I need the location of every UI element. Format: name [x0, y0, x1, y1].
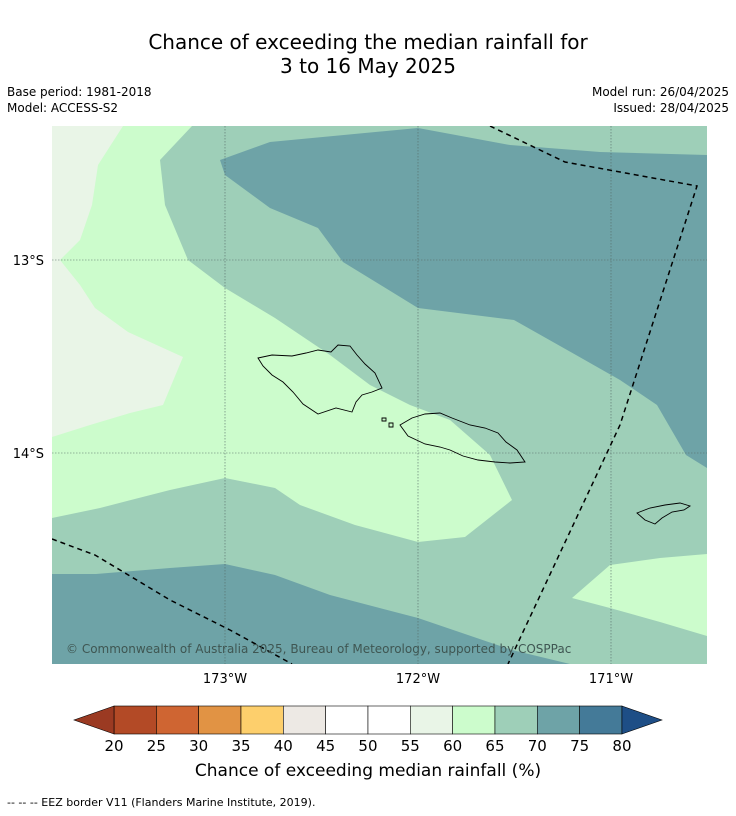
copyright-text: © Commonwealth of Australia 2025, Bureau… [66, 642, 571, 656]
savaii-island [257, 344, 383, 415]
colorbar-tick-label: 80 [612, 737, 631, 755]
colorbar-segment-c50_55 [367, 705, 411, 735]
islet-2 [388, 422, 394, 428]
lon-label-171w: 171°W [589, 672, 633, 687]
title-line-1: Chance of exceeding the median rainfall … [148, 30, 588, 54]
colorbar-segment-c45_50 [325, 705, 369, 735]
colorbar-tick-label: 45 [316, 737, 335, 755]
colorbar-segment-c55_60 [410, 705, 453, 735]
colorbar-tick-label: 40 [274, 737, 293, 755]
map-title: Chance of exceeding the median rainfall … [0, 30, 736, 78]
tutuila-island [636, 502, 692, 525]
lat-label-14s: 14°S [13, 447, 44, 462]
colorbar-segment-c70_75 [536, 705, 580, 735]
model-text: Model: ACCESS-S2 [7, 101, 119, 115]
colorbar-tick-label: 25 [147, 737, 166, 755]
colorbar-tick-label: 60 [443, 737, 462, 755]
colorbar-segment-c65_70 [494, 705, 538, 735]
contour-60-65-southeast [572, 554, 707, 636]
eez-southwest-line [52, 538, 293, 664]
colorbar-tick-label: 50 [358, 737, 377, 755]
graticule [52, 126, 707, 664]
eez-northeast-line [489, 126, 698, 664]
contour-70-75-south [52, 564, 570, 664]
lon-label-172w: 172°W [396, 672, 440, 687]
colorbar-tick-label: 70 [528, 737, 547, 755]
contour-70-75-north [220, 128, 707, 468]
map-area: © Commonwealth of Australia 2025, Bureau… [52, 126, 707, 664]
lat-label-13s: 13°S [13, 254, 44, 269]
upolu-island [399, 412, 526, 464]
colorbar-segment-c35_40 [240, 705, 284, 735]
colorbar-segment-c75_80 [579, 705, 623, 735]
colorbar-tick-label: 20 [104, 737, 123, 755]
meta-left: Base period: 1981-2018 Model: ACCESS-S2 [7, 84, 152, 116]
model-run-text: Model run: 26/04/2025 [591, 85, 729, 99]
colorbar: 20 25 30 35 40 45 50 55 60 65 70 75 80 [73, 705, 663, 755]
contour-55-60 [52, 126, 183, 437]
colorbar-segment-c25_30 [156, 705, 199, 735]
colorbar-tick-label: 35 [231, 737, 250, 755]
eez-footnote: -- -- -- EEZ border V11 (Flanders Marine… [7, 796, 316, 809]
contour-60-65 [52, 126, 512, 542]
colorbar-tick-label: 65 [485, 737, 504, 755]
colorbar-tick-label: 75 [570, 737, 589, 755]
colorbar-segment-c60_65 [452, 705, 496, 735]
eez-border [52, 126, 698, 664]
meta-right: Model run: 26/04/2025 Issued: 28/04/2025 [592, 84, 729, 116]
lon-label-173w: 173°W [203, 672, 247, 687]
islet-1 [381, 417, 387, 422]
colorbar-segment-c20_25 [113, 705, 157, 735]
colorbar-tick-label: 55 [401, 737, 420, 755]
title-line-2: 3 to 16 May 2025 [280, 54, 456, 78]
colorbar-segment-c30_35 [198, 705, 242, 735]
colorbar-segment-c40_45 [283, 705, 326, 735]
issued-text: Issued: 28/04/2025 [613, 101, 729, 115]
colorbar-title: Chance of exceeding median rainfall (%) [194, 761, 542, 781]
colorbar-tick-label: 30 [189, 737, 208, 755]
colorbar-extend-high [621, 705, 663, 735]
islands [257, 344, 692, 525]
colorbar-extend-low [73, 705, 115, 735]
base-period-text: Base period: 1981-2018 [7, 85, 152, 99]
